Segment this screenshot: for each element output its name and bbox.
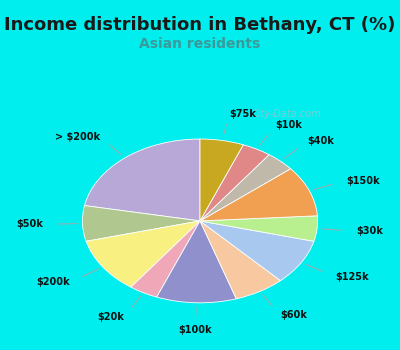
Wedge shape	[200, 169, 317, 221]
Text: Asian residents: Asian residents	[139, 37, 261, 51]
Text: $40k: $40k	[307, 136, 334, 146]
Text: $10k: $10k	[276, 120, 302, 130]
Wedge shape	[200, 145, 269, 221]
Wedge shape	[200, 155, 291, 221]
Text: $60k: $60k	[280, 310, 307, 320]
Wedge shape	[84, 139, 200, 221]
Text: $50k: $50k	[16, 219, 43, 229]
Wedge shape	[200, 221, 280, 299]
Text: City-Data.com: City-Data.com	[252, 110, 321, 119]
Wedge shape	[200, 216, 318, 241]
Wedge shape	[86, 221, 200, 287]
Text: $30k: $30k	[356, 226, 383, 236]
Wedge shape	[200, 221, 314, 281]
Wedge shape	[200, 139, 243, 221]
Text: $20k: $20k	[98, 312, 124, 322]
Text: $200k: $200k	[37, 277, 70, 287]
Wedge shape	[131, 221, 200, 297]
Text: $125k: $125k	[335, 272, 368, 281]
Wedge shape	[157, 221, 236, 303]
Text: $100k: $100k	[178, 325, 212, 335]
Wedge shape	[82, 205, 200, 241]
Text: > $200k: > $200k	[55, 132, 100, 142]
Text: Income distribution in Bethany, CT (%): Income distribution in Bethany, CT (%)	[4, 16, 396, 34]
Text: $75k: $75k	[229, 108, 256, 119]
Text: $150k: $150k	[346, 176, 380, 186]
